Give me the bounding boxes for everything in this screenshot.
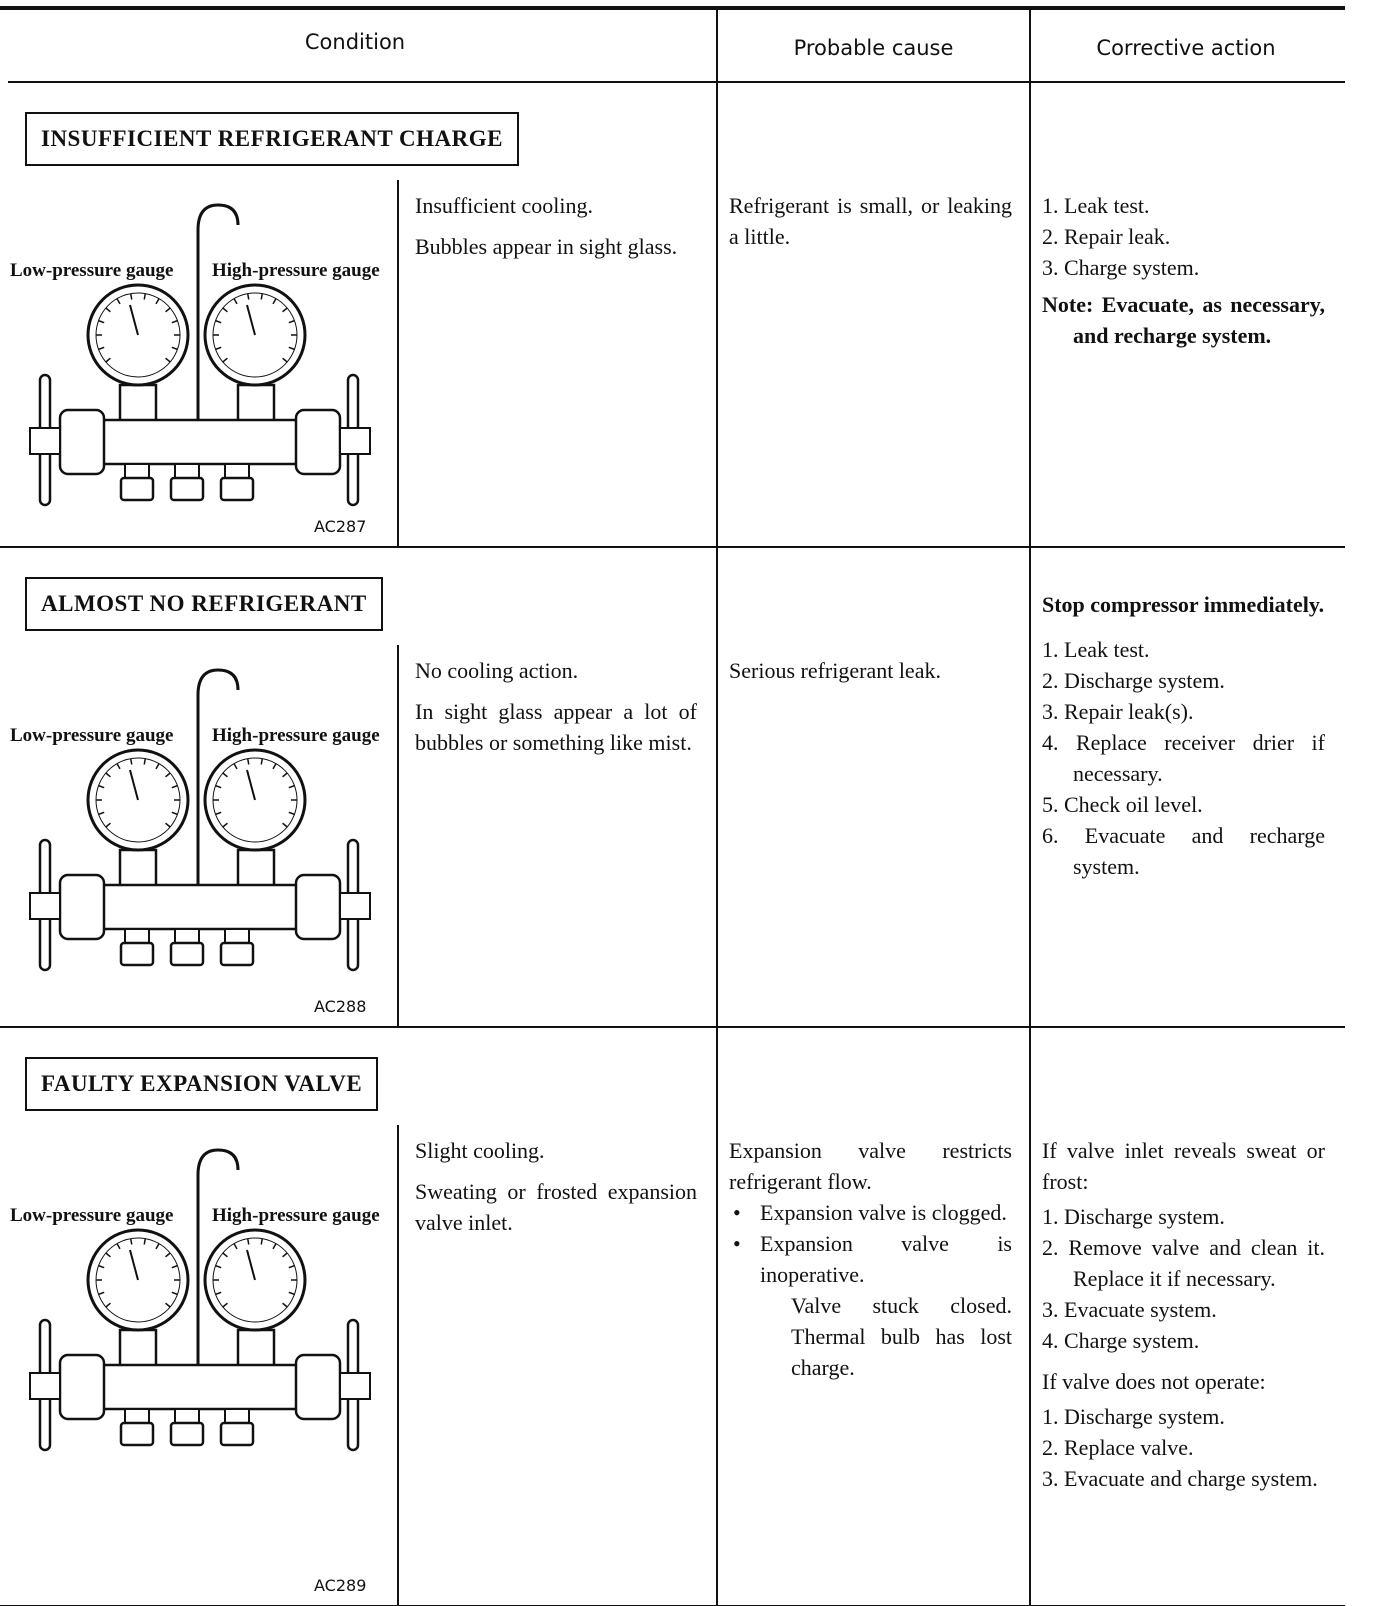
action-group: If valve does not operate: 1. Discharge s…	[1042, 1366, 1325, 1494]
symptoms: Slight cooling. Sweating or frosted expan…	[415, 1135, 697, 1248]
corrective-action: Stop compressor immediately. 1. Leak test…	[1042, 589, 1325, 892]
symptoms: Insufficient cooling. Bubbles appear in s…	[415, 190, 697, 272]
action-group: Stop compressor immediately. 1. Leak test…	[1042, 589, 1325, 882]
action-step: 1. Leak test.	[1042, 637, 1150, 662]
action-step: 4. Charge system.	[1042, 1328, 1200, 1353]
header-cell: Probable cause	[793, 36, 954, 60]
figure-id: AC288	[314, 997, 367, 1016]
column-rule	[716, 8, 718, 1606]
action-step: 2. Remove valve and clean it. Replace it…	[1042, 1235, 1325, 1291]
gauge-illustration	[29, 203, 371, 507]
cause-text: Refrigerant is small, or leaking a littl…	[729, 193, 1012, 249]
gauge-label: Low-pressure gauge	[10, 725, 174, 746]
action-lead: Stop compressor immediately.	[1042, 592, 1325, 617]
condition-title: INSUFFICIENT REFRIGERANT CHARGE	[25, 112, 519, 166]
action-step: 3. Evacuate system.	[1042, 1297, 1217, 1322]
gauge-illustration	[29, 668, 371, 972]
gauge-label: High-pressure gauge	[212, 260, 380, 281]
probable-cause: Expansion valve restricts refrigerant fl…	[729, 1135, 1012, 1383]
header-cell: Condition	[304, 30, 406, 54]
corrective-action: If valve inlet reveals sweat or frost: 1.…	[1042, 1135, 1325, 1504]
symptom: Bubbles appear in sight glass.	[415, 234, 678, 259]
action-step: 3. Evacuate and charge system.	[1042, 1466, 1318, 1491]
cause-text: Serious refrigerant leak.	[729, 658, 941, 683]
figure-rule	[397, 180, 399, 547]
action-lead: If valve inlet reveals sweat or frost:	[1042, 1138, 1325, 1194]
gauge-label: Low-pressure gauge	[10, 260, 174, 281]
symptom: In sight glass appear a lot of bubbles o…	[415, 699, 697, 755]
action-group: 1. Leak test. 2. Repair leak. 3. Charge sy…	[1042, 190, 1325, 351]
corrective-action: 1. Leak test. 2. Repair leak. 3. Charge sy…	[1042, 190, 1325, 361]
action-lead: If valve does not operate:	[1042, 1369, 1266, 1394]
action-step: 1. Discharge system.	[1042, 1404, 1225, 1429]
action-step: 3. Repair leak(s).	[1042, 699, 1194, 724]
probable-cause: Refrigerant is small, or leaking a littl…	[729, 190, 1012, 252]
gauge-illustration	[29, 1148, 371, 1452]
cause-bullet: Expansion valve is clogged.	[729, 1197, 1012, 1228]
action-step: 1. Discharge system.	[1042, 1204, 1225, 1229]
gauge-label: High-pressure gauge	[212, 725, 380, 746]
cause-text: Expansion valve restricts refrigerant fl…	[729, 1138, 1012, 1194]
cause-bullet: Expansion valve is inoperative.	[729, 1228, 1012, 1290]
action-step: 3. Charge system.	[1042, 255, 1200, 280]
figure-id: AC287	[314, 517, 367, 536]
action-step: 1. Leak test.	[1042, 193, 1150, 218]
gauge-label: Low-pressure gauge	[10, 1205, 174, 1226]
section-rule	[0, 1026, 1345, 1028]
cause-detail: Valve stuck closed. Thermal bulb has los…	[791, 1293, 1012, 1380]
action-step: 2. Repair leak.	[1042, 224, 1171, 249]
top-rule	[0, 6, 1345, 10]
action-step: 4. Replace receiver drier if necessary.	[1042, 730, 1325, 786]
figure-rule	[397, 1125, 399, 1606]
action-step: 2. Discharge system.	[1042, 668, 1225, 693]
section-rule	[0, 546, 1345, 548]
gauge-label: High-pressure gauge	[212, 1205, 380, 1226]
condition-title: ALMOST NO REFRIGERANT	[25, 577, 383, 631]
header-rule	[8, 81, 1345, 83]
column-rule	[1029, 8, 1031, 1606]
action-group: If valve inlet reveals sweat or frost: 1.…	[1042, 1135, 1325, 1356]
symptoms: No cooling action. In sight glass appear …	[415, 655, 697, 768]
symptom: No cooling action.	[415, 658, 579, 683]
symptom: Slight cooling.	[415, 1138, 545, 1163]
condition-title: FAULTY EXPANSION VALVE	[25, 1057, 379, 1111]
action-step: 6. Evacuate and recharge system.	[1042, 823, 1325, 879]
action-step: 5. Check oil level.	[1042, 792, 1203, 817]
action-note: Note: Evacuate, as necessary, and rechar…	[1042, 292, 1325, 348]
figure-rule	[397, 645, 399, 1027]
symptom: Sweating or frosted expansion valve inle…	[415, 1179, 697, 1235]
header-cell: Corrective action	[1096, 36, 1276, 60]
action-step: 2. Replace valve.	[1042, 1435, 1194, 1460]
figure-id: AC289	[314, 1576, 367, 1595]
probable-cause: Serious refrigerant leak.	[729, 655, 1012, 686]
symptom: Insufficient cooling.	[415, 193, 593, 218]
